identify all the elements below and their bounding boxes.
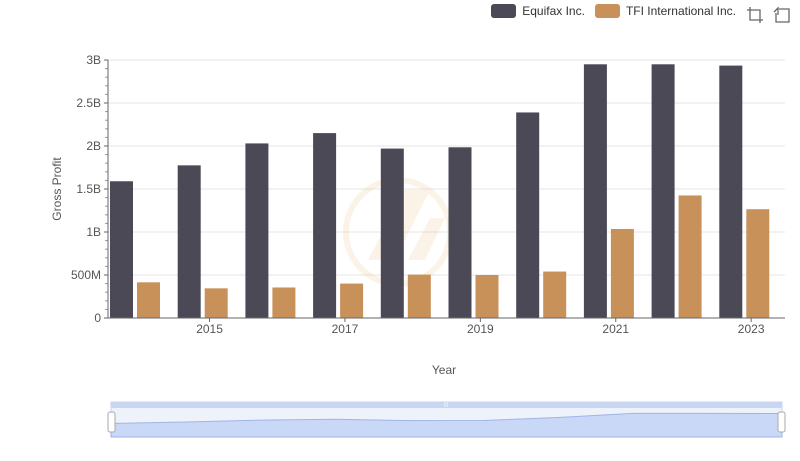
range-grip-icon[interactable]: ||| <box>444 402 448 408</box>
bar-tfi-2019[interactable] <box>475 275 499 318</box>
bar-equifax-2015[interactable] <box>177 165 201 318</box>
bar-tfi-2015[interactable] <box>204 288 228 318</box>
y-tick-label: 1B <box>86 225 101 239</box>
legend-swatch-equifax <box>491 4 517 18</box>
bar-equifax-2016[interactable] <box>245 143 269 318</box>
legend-item-tfi[interactable]: TFI International Inc. <box>594 4 736 18</box>
bar-equifax-2021[interactable] <box>583 64 607 318</box>
zoom-reset-icon[interactable] <box>746 6 764 24</box>
legend: Equifax Inc. TFI International Inc. <box>491 4 736 18</box>
x-tick-label: 2021 <box>602 322 629 336</box>
bar-tfi-2014[interactable] <box>137 282 160 318</box>
legend-item-equifax[interactable]: Equifax Inc. <box>491 4 585 18</box>
y-axis-title: Gross Profit <box>50 157 64 221</box>
range-handle-right[interactable] <box>777 411 786 433</box>
bar-tfi-2017[interactable] <box>340 283 364 318</box>
bar-tfi-2022[interactable] <box>678 195 702 318</box>
x-tick-label: 2019 <box>467 322 494 336</box>
y-tick-label: 2B <box>86 139 101 153</box>
x-tick-label: 2015 <box>196 322 223 336</box>
x-tick-label: 2017 <box>332 322 359 336</box>
bar-tfi-2016[interactable] <box>272 287 296 318</box>
bar-equifax-2020[interactable] <box>516 112 540 319</box>
y-tick-label: 3B <box>86 53 101 67</box>
bar-tfi-2018[interactable] <box>407 274 431 318</box>
bar-tfi-2020[interactable] <box>543 271 567 318</box>
range-handle-left[interactable] <box>107 411 116 433</box>
range-navigator[interactable]: ||| <box>107 401 786 438</box>
bar-equifax-2014[interactable] <box>110 181 133 318</box>
x-axis-title: Year <box>432 363 456 377</box>
y-tick-label: 500M <box>71 268 101 282</box>
restore-icon[interactable] <box>773 6 791 24</box>
bar-equifax-2018[interactable] <box>380 148 404 318</box>
y-tick-label: 0 <box>94 311 101 325</box>
bar-tfi-2021[interactable] <box>610 228 634 318</box>
bar-equifax-2023[interactable] <box>719 65 743 318</box>
legend-label-equifax: Equifax Inc. <box>522 4 585 18</box>
y-tick-label: 2.5B <box>76 96 101 110</box>
bar-equifax-2017[interactable] <box>313 133 337 318</box>
bar-equifax-2019[interactable] <box>448 147 472 318</box>
x-tick-label: 2023 <box>738 322 765 336</box>
y-tick-label: 1.5B <box>76 182 101 196</box>
legend-label-tfi: TFI International Inc. <box>625 4 736 18</box>
bar-equifax-2022[interactable] <box>651 64 675 318</box>
bar-tfi-2023[interactable] <box>746 209 770 318</box>
legend-swatch-tfi <box>594 4 620 18</box>
